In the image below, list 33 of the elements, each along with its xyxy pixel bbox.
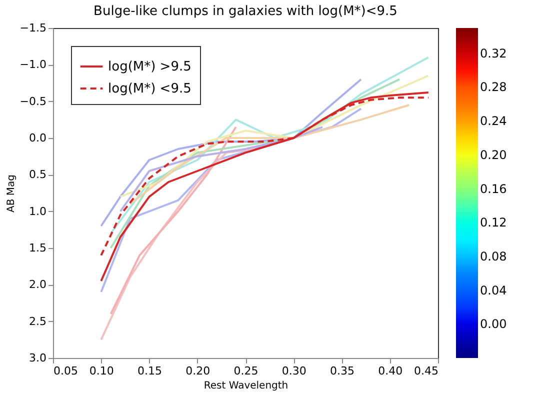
x-tick-label: 0.25: [234, 364, 258, 378]
y-tick-label: −1.0: [20, 58, 46, 72]
legend-label: log(M*) >9.5: [108, 60, 192, 74]
color-bar-label: 0.32: [480, 46, 507, 60]
x-tick-label: 0.10: [89, 364, 114, 378]
color-bar-label: 0.08: [480, 249, 507, 264]
color-bar-label: 0.28: [480, 80, 507, 94]
x-tick-label: 0.15: [138, 364, 162, 378]
x-tick-label: 0.45: [414, 364, 438, 378]
y-tick-label: 2.5: [29, 314, 46, 328]
x-tick-label: 0.30: [282, 364, 306, 378]
color-bar-label: 0.12: [480, 216, 507, 230]
color-bar-label: 0.00: [480, 317, 507, 332]
color-bar-label: 0.24: [480, 114, 507, 128]
y-tick-label: 3.0: [29, 352, 46, 364]
color-bar-label: 0.04: [480, 283, 507, 298]
y-tick-label: −1.5: [20, 22, 46, 34]
x-tick-label: 0.20: [186, 364, 210, 378]
x-tick-label: 0.40: [378, 364, 403, 378]
y-tick-label: 1.5: [29, 242, 46, 254]
chart-title: Bulge-like clumps in galaxies with log(M*)<9.5: [94, 4, 398, 19]
color-bar-label: 0.16: [480, 182, 507, 196]
y-tick-label: 2.0: [29, 278, 46, 292]
x-tick-label: 0.05: [54, 364, 78, 378]
y-tick-label: 0.5: [29, 168, 46, 182]
y-tick-label: −0.5: [20, 94, 46, 108]
y-tick-label: 0.0: [29, 132, 46, 144]
color-bar-label: 0.20: [480, 148, 507, 162]
y-axis-title: AB Mag: [6, 174, 17, 212]
y-tick-label: 1.0: [29, 204, 46, 218]
x-tick-label: 0.35: [330, 364, 354, 378]
legend-label: log(M*) <9.5: [108, 82, 192, 96]
x-axis-title: Rest Wavelength: [204, 380, 288, 392]
